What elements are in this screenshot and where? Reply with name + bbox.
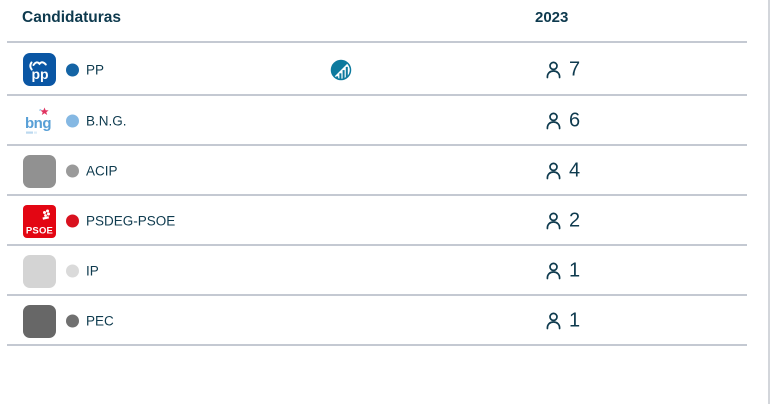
seat-count: 2	[569, 209, 581, 232]
seat-count: 7	[569, 58, 581, 80]
seats-cell: 1	[545, 310, 580, 333]
row-divider	[7, 244, 747, 246]
table-header: Candidaturas 2023	[0, 0, 771, 43]
seats-cell: 4	[545, 160, 580, 183]
pec-logo	[22, 304, 56, 338]
party-row-psdeg-psoe: PSOE PSDEG-PSOE 2	[0, 196, 771, 246]
header-divider	[7, 41, 747, 43]
person-icon	[546, 212, 561, 230]
seats-cell: 1	[545, 260, 580, 283]
relative-majority-icon	[330, 59, 352, 81]
seat-count: 1	[569, 309, 581, 332]
svg-text:bng: bng	[25, 115, 51, 132]
party-color-dot	[66, 63, 79, 76]
party-color-dot	[66, 214, 79, 228]
acip-logo	[22, 154, 56, 188]
party-row-pp: pp PP	[0, 43, 771, 96]
seats-cell: 7	[545, 58, 580, 81]
person-icon	[546, 61, 561, 78]
bng-logo: bng	[22, 104, 56, 138]
row-divider	[7, 344, 747, 346]
seat-count: 1	[569, 259, 581, 282]
person-icon	[546, 312, 561, 330]
legend: Mayoría absoluta Mayoría relativa	[0, 346, 771, 404]
party-color-dot	[66, 114, 79, 128]
row-divider	[7, 94, 747, 96]
year-column-header: 2023	[535, 9, 569, 26]
person-icon	[546, 262, 561, 280]
person-icon	[546, 112, 561, 130]
party-name: PSDEG-PSOE	[86, 213, 176, 229]
svg-text:pp: pp	[31, 66, 48, 82]
ip-logo	[22, 254, 56, 288]
party-name: PP	[86, 62, 105, 77]
party-color-dot	[66, 314, 79, 328]
psoe-logo: PSOE	[22, 204, 56, 238]
party-name: IP	[86, 263, 99, 279]
seats-cell: 2	[545, 210, 580, 233]
page-title: Candidaturas	[22, 9, 122, 26]
row-divider	[7, 194, 747, 196]
seat-count: 4	[569, 159, 581, 182]
pp-logo: pp	[22, 53, 56, 87]
seat-count: 6	[569, 109, 581, 132]
party-row-acip: ACIP 4	[0, 146, 771, 196]
party-row-ip: IP 1	[0, 246, 771, 296]
party-color-dot	[66, 264, 79, 278]
panel-right-border	[768, 0, 770, 404]
row-divider	[7, 144, 747, 146]
party-name: PEC	[86, 313, 114, 329]
person-icon	[546, 162, 561, 180]
row-divider	[7, 294, 747, 296]
party-name: ACIP	[86, 163, 118, 179]
party-row-bng: bng B.N.G. 6	[0, 96, 771, 146]
party-row-pec: PEC 1	[0, 296, 771, 346]
seats-cell: 6	[545, 110, 580, 133]
party-name: B.N.G.	[86, 113, 127, 129]
party-color-dot	[66, 164, 79, 178]
svg-text:PSOE: PSOE	[25, 225, 52, 236]
